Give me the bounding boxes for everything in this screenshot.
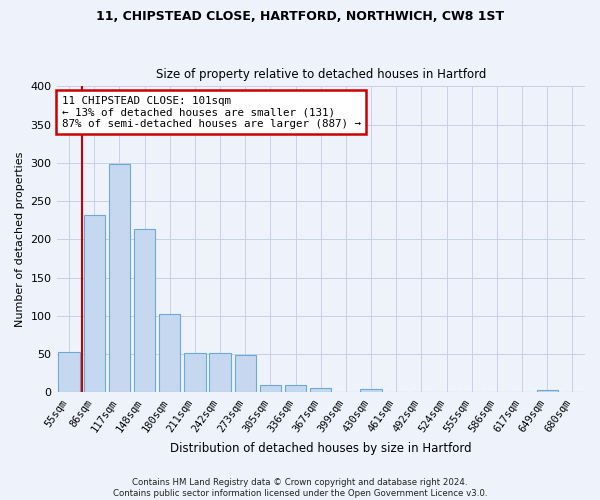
Bar: [134, 228, 155, 392]
X-axis label: Distribution of detached houses by size in Hartford: Distribution of detached houses by size …: [170, 442, 472, 455]
Bar: [83, 215, 105, 392]
Bar: [184, 352, 206, 393]
Bar: [536, 390, 558, 392]
Bar: [260, 384, 281, 392]
Text: 11, CHIPSTEAD CLOSE, HARTFORD, NORTHWICH, CW8 1ST: 11, CHIPSTEAD CLOSE, HARTFORD, NORTHWICH…: [96, 10, 504, 23]
Text: Contains HM Land Registry data © Crown copyright and database right 2024.
Contai: Contains HM Land Registry data © Crown c…: [113, 478, 487, 498]
Bar: [109, 164, 130, 392]
Bar: [209, 352, 231, 393]
Bar: [361, 390, 382, 392]
Bar: [58, 352, 80, 393]
Bar: [159, 314, 181, 392]
Bar: [285, 384, 307, 392]
Title: Size of property relative to detached houses in Hartford: Size of property relative to detached ho…: [155, 68, 486, 81]
Y-axis label: Number of detached properties: Number of detached properties: [15, 152, 25, 327]
Bar: [310, 388, 331, 392]
Bar: [235, 355, 256, 393]
Text: 11 CHIPSTEAD CLOSE: 101sqm
← 13% of detached houses are smaller (131)
87% of sem: 11 CHIPSTEAD CLOSE: 101sqm ← 13% of deta…: [62, 96, 361, 128]
